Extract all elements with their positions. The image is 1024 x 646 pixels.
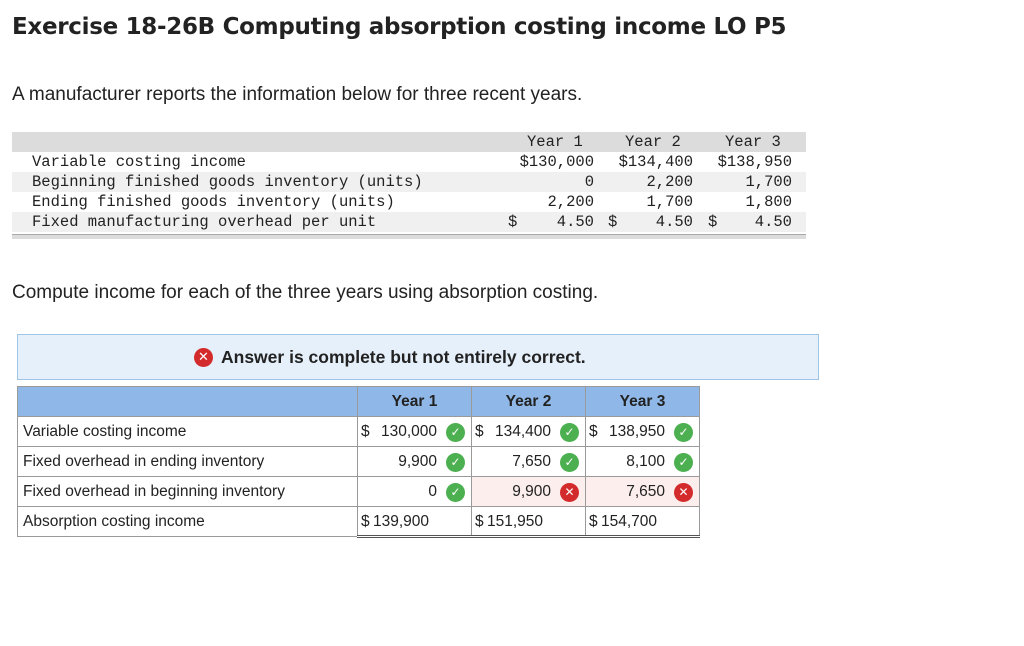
answer-cell-input[interactable]: $138,950 ✓ [585, 416, 700, 447]
answer-cell-input[interactable]: 9,900 ✕ [471, 476, 586, 507]
given-dollar-sign: $ [708, 213, 718, 231]
given-row-label: Fixed manufacturing overhead per unit [32, 213, 377, 231]
check-circle-icon: ✓ [446, 453, 465, 472]
given-data-table: Year 1 Year 2 Year 3 Variable costing in… [12, 132, 806, 239]
given-row: Beginning finished goods inventory (unit… [12, 172, 806, 192]
given-cell: 2,200 [547, 193, 594, 211]
given-row-label: Ending finished goods inventory (units) [32, 193, 395, 211]
row-label: Variable costing income [17, 416, 358, 447]
answer-cell-input[interactable]: 7,650 ✓ [471, 446, 586, 477]
cell-value: 139,900 [373, 513, 430, 530]
given-row: Variable costing income $130,000 $134,40… [12, 152, 806, 172]
given-dollar-sign: $ [608, 213, 618, 231]
table-row: Fixed overhead in ending inventory 9,900… [17, 446, 700, 477]
answer-cell-total: $154,700 [585, 506, 700, 538]
given-cell: 4.50 [655, 213, 693, 231]
row-label: Fixed overhead in beginning inventory [17, 476, 358, 507]
answer-cell-input[interactable]: 9,900 ✓ [357, 446, 472, 477]
given-cell: 1,700 [745, 173, 792, 191]
answer-cell-input[interactable]: 8,100 ✓ [585, 446, 700, 477]
given-header-year2: Year 2 [625, 133, 681, 151]
dollar-sign: $ [589, 513, 598, 530]
x-circle-icon: ✕ [674, 483, 693, 502]
given-header-row: Year 1 Year 2 Year 3 [12, 132, 806, 152]
dollar-sign: $ [589, 423, 598, 440]
intro-text: A manufacturer reports the information b… [12, 84, 583, 105]
answer-header-row: Year 1 Year 2 Year 3 [17, 386, 700, 417]
check-circle-icon: ✓ [674, 453, 693, 472]
page-title: Exercise 18-26B Computing absorption cos… [12, 14, 787, 40]
given-header-year1: Year 1 [527, 133, 583, 151]
answer-table: Year 1 Year 2 Year 3 Variable costing in… [17, 386, 700, 538]
check-circle-icon: ✓ [446, 483, 465, 502]
answer-cell-total: $139,900 [357, 506, 472, 538]
cell-value: 154,700 [601, 513, 658, 530]
cell-value: 138,950 [608, 423, 665, 440]
cell-value: 7,650 [512, 453, 551, 470]
given-cell: 1,700 [646, 193, 693, 211]
dollar-sign: $ [361, 423, 370, 440]
given-row: Fixed manufacturing overhead per unit $ … [12, 212, 806, 232]
result-message: ✕ Answer is complete but not entirely co… [194, 347, 586, 368]
dollar-sign: $ [475, 513, 484, 530]
given-dollar-sign: $ [508, 213, 518, 231]
table-row-total: Absorption costing income $139,900 $151,… [17, 506, 700, 538]
cell-value: 130,000 [380, 423, 437, 440]
dollar-sign: $ [475, 423, 484, 440]
answer-cell-input[interactable]: 7,650 ✕ [585, 476, 700, 507]
given-row-label: Beginning finished goods inventory (unit… [32, 173, 423, 191]
cell-value: 0 [428, 483, 437, 500]
given-header-year3: Year 3 [725, 133, 781, 151]
check-circle-icon: ✓ [446, 423, 465, 442]
given-cell: $134,400 [618, 153, 693, 171]
table-row: Fixed overhead in beginning inventory 0 ✓… [17, 476, 700, 507]
given-cell: $130,000 [519, 153, 594, 171]
answer-header-year1: Year 1 [357, 386, 472, 417]
answer-header-year3: Year 3 [585, 386, 700, 417]
result-banner: ✕ Answer is complete but not entirely co… [17, 334, 819, 380]
row-label: Fixed overhead in ending inventory [17, 446, 358, 477]
answer-cell-input[interactable]: $134,400 ✓ [471, 416, 586, 447]
row-label: Absorption costing income [17, 506, 358, 537]
answer-header-year2: Year 2 [471, 386, 586, 417]
result-message-text: Answer is complete but not entirely corr… [221, 347, 586, 367]
given-row: Ending finished goods inventory (units) … [12, 192, 806, 212]
cell-value: 134,400 [494, 423, 551, 440]
compute-prompt: Compute income for each of the three yea… [12, 282, 599, 303]
cell-value: 151,950 [487, 513, 544, 530]
cell-value: 9,900 [398, 453, 437, 470]
table-row: Variable costing income $130,000 ✓ $134,4… [17, 416, 700, 447]
x-circle-icon: ✕ [560, 483, 579, 502]
given-cell: 2,200 [646, 173, 693, 191]
given-cell: 0 [584, 173, 594, 191]
answer-cell-total: $151,950 [471, 506, 586, 538]
given-row-label: Variable costing income [32, 153, 246, 171]
check-circle-icon: ✓ [560, 453, 579, 472]
cell-value: 9,900 [512, 483, 551, 500]
dollar-sign: $ [361, 513, 370, 530]
answer-header-blank [17, 386, 358, 417]
given-cell: 1,800 [745, 193, 792, 211]
given-cell: $138,950 [717, 153, 792, 171]
given-cell: 4.50 [556, 213, 594, 231]
answer-cell-input[interactable]: $130,000 ✓ [357, 416, 472, 447]
answer-cell-input[interactable]: 0 ✓ [357, 476, 472, 507]
given-cell: 4.50 [754, 213, 792, 231]
check-circle-icon: ✓ [560, 423, 579, 442]
given-table-bottom-border [12, 234, 806, 239]
x-circle-icon: ✕ [194, 348, 213, 367]
cell-value: 7,650 [626, 483, 665, 500]
check-circle-icon: ✓ [674, 423, 693, 442]
cell-value: 8,100 [626, 453, 665, 470]
